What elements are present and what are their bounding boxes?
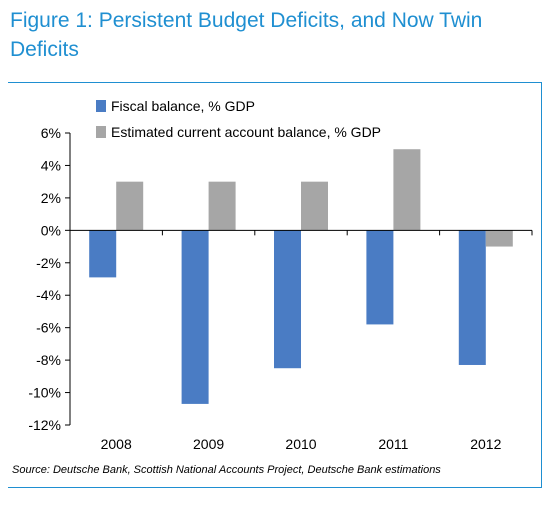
- legend-label-current-account-balance: Estimated current account balance, % GDP: [111, 124, 381, 140]
- x-tick-label: 2009: [193, 436, 224, 452]
- bar-fiscal-balance: [89, 230, 117, 278]
- frame-right-border: [541, 82, 542, 488]
- x-tick-label: 2012: [470, 436, 501, 452]
- figure-title-line-2: Deficits: [10, 38, 79, 61]
- y-tick-label: -6%: [36, 320, 61, 336]
- y-tick-label: 4%: [41, 157, 61, 173]
- y-tick-label: -12%: [28, 417, 61, 433]
- bar-fiscal-balance: [366, 230, 394, 325]
- y-tick-label: -2%: [36, 255, 61, 271]
- title-divider: [8, 82, 542, 83]
- y-tick-label: -4%: [36, 287, 61, 303]
- source-note: Source: Deutsche Bank, Scottish National…: [12, 464, 441, 476]
- bar-current-account-balance: [393, 149, 421, 231]
- bar-fiscal-balance: [274, 230, 301, 369]
- figure-title-line-1: Figure 1: Persistent Budget Deficits, an…: [10, 9, 483, 32]
- legend-swatch-fiscal-balance: [96, 100, 106, 112]
- bar-fiscal-balance: [458, 230, 486, 365]
- bar-current-account-balance: [116, 181, 144, 231]
- x-tick-label: 2011: [378, 436, 408, 452]
- legend-swatch-current-account-balance: [96, 126, 106, 138]
- y-tick-label: 2%: [41, 190, 61, 206]
- x-tick-label: 2010: [285, 436, 316, 452]
- legend-label-fiscal-balance: Fiscal balance, % GDP: [111, 98, 255, 114]
- bar-current-account-balance: [485, 230, 513, 247]
- y-tick-label: -8%: [36, 352, 61, 368]
- bar-current-account-balance: [301, 181, 328, 231]
- y-tick-label: 0%: [41, 222, 61, 238]
- bar-current-account-balance: [208, 181, 236, 231]
- bar-fiscal-balance: [181, 230, 209, 404]
- y-tick-label: -10%: [28, 385, 61, 401]
- x-tick-label: 2008: [101, 436, 132, 452]
- frame-bottom-border: [8, 487, 542, 488]
- y-tick-label: 6%: [41, 125, 61, 141]
- figure-title: Figure 1: Persistent Budget Deficits, an…: [10, 6, 530, 64]
